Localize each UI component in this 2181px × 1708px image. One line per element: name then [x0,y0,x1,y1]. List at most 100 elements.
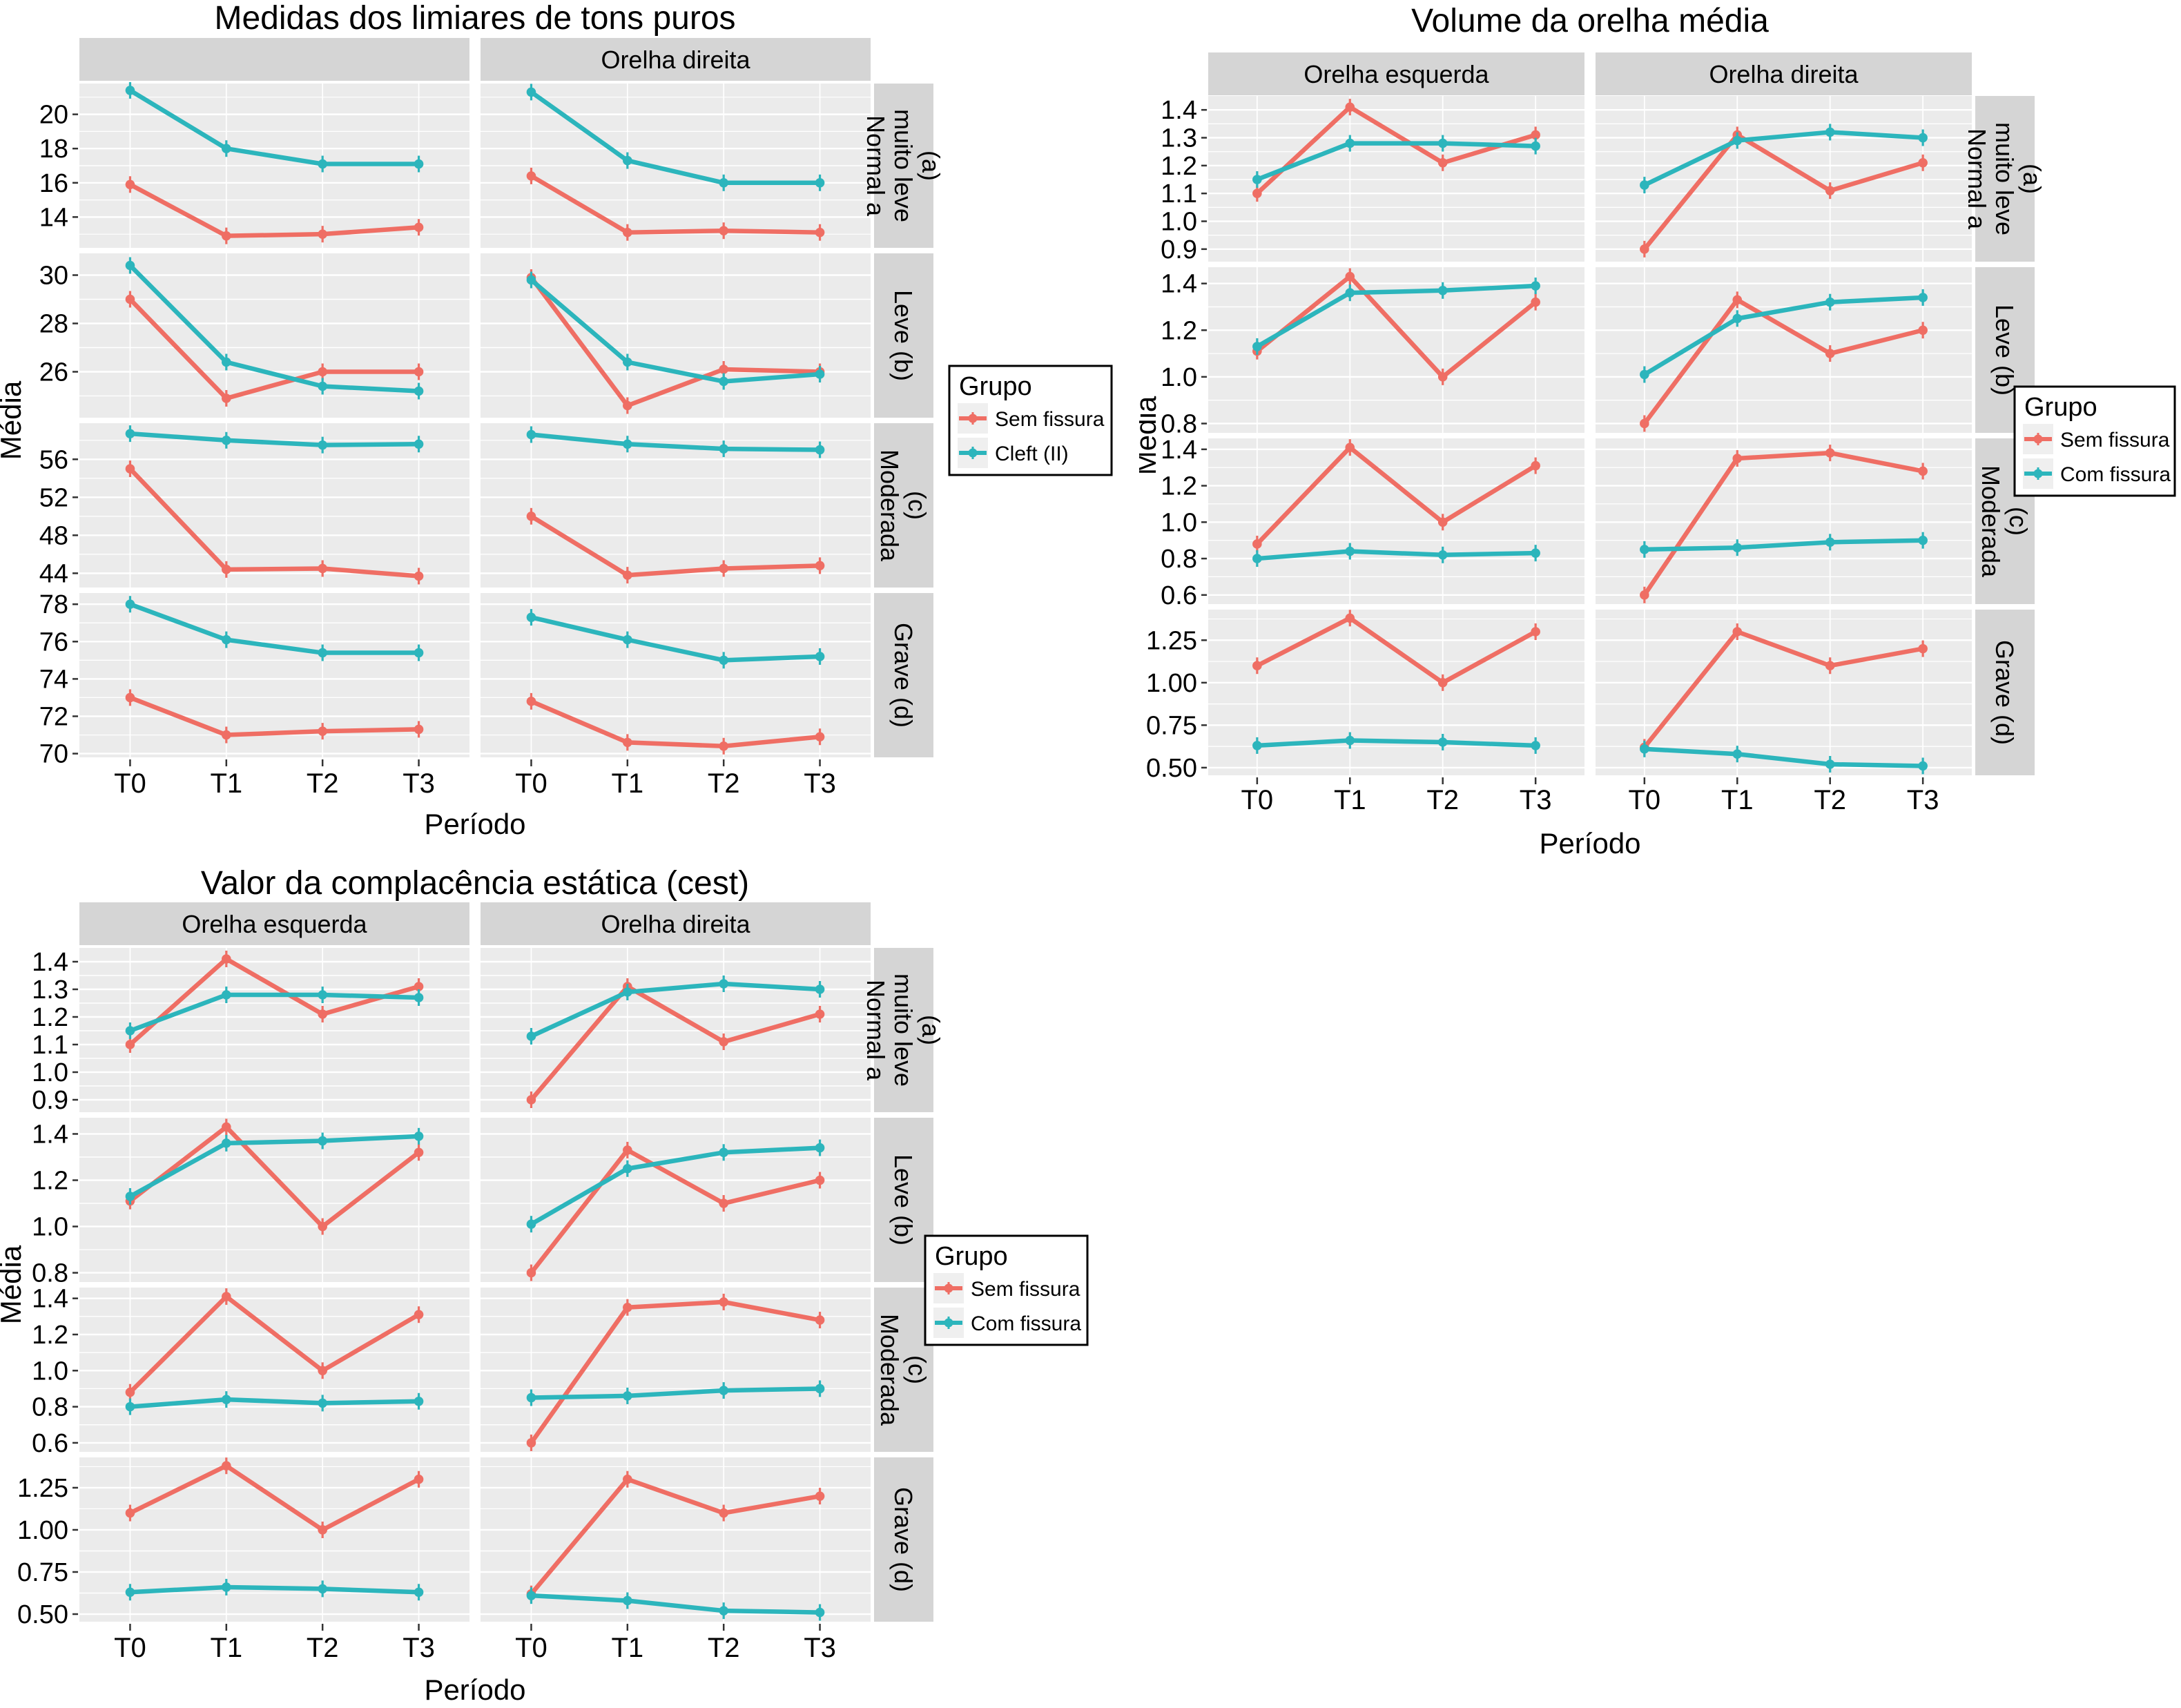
x-axis-title: Período [424,1673,525,1706]
series-line [529,275,822,408]
row-strip-label: Moderada(c) [875,1314,931,1426]
point-marker [1732,313,1743,324]
series-line [1642,295,1926,377]
y-tick-label: 1.00 [1146,669,1197,698]
point-marker [318,1221,327,1232]
series-cleft-ii- [526,609,825,669]
legend-item-label: Cleft (II) [995,443,1069,465]
x-tick-label: T2 [307,1633,339,1663]
series-sem-fissura [125,176,424,244]
point-marker [719,1508,728,1518]
point-marker [1345,613,1355,623]
panel [481,1288,871,1452]
point-marker [623,1163,632,1174]
y-tick-label: 1.2 [1161,472,1197,501]
point-marker [125,86,135,95]
series-com-fissura [526,976,825,1045]
gridlines [1596,438,1972,604]
y-tick-label: 72 [39,703,68,732]
point-marker [623,634,632,645]
point-marker [414,1147,424,1158]
point-marker [623,155,632,166]
x-axis-title: Período [424,808,525,840]
y-tick-label: 78 [39,590,68,619]
y-tick-label: 14 [39,203,68,232]
point-marker [125,1401,135,1412]
point-marker [1531,297,1540,307]
series-line [529,173,822,235]
series-line [1254,283,1538,349]
y-tick-label: 0.75 [1146,711,1197,740]
legend-item-label: Sem fissura [971,1278,1080,1301]
point-marker [623,1474,632,1484]
point-marker [222,634,231,645]
panel [481,253,871,418]
panel [79,1288,469,1452]
point-marker [414,1396,424,1406]
y-tick-label: 1.0 [32,1213,68,1242]
series-line [128,1125,421,1229]
point-marker [222,394,231,403]
y-tick-label: 52 [39,483,68,512]
row-strip [874,423,933,588]
x-tick-label: T1 [210,1633,242,1663]
point-marker [125,1192,135,1201]
point-marker [815,369,825,379]
series-sem-fissura [526,507,825,584]
point-marker [125,1587,135,1598]
col-strip [481,902,871,945]
col-strip-label: Orelha esquerda [1303,60,1489,88]
series-line [128,992,421,1033]
point-marker [318,1584,327,1594]
point-marker [526,1392,536,1403]
y-tick-label: 48 [39,521,68,550]
y-tick-label: 0.50 [17,1600,68,1629]
series-line [1254,104,1538,196]
x-tick-label: T0 [1629,785,1661,815]
y-tick-label: 1.0 [1161,508,1197,537]
y-tick-label: 0.50 [1146,754,1197,783]
y-tick-label: 1.2 [1161,152,1197,181]
y-tick-label: 0.8 [32,1259,68,1288]
series-com-fissura [526,1587,825,1621]
row-strip [874,84,933,248]
series-cleft-ii- [526,271,825,390]
point-marker [125,692,135,703]
point-marker [1825,448,1835,458]
point-marker [1825,537,1835,547]
y-tick-label: 1.4 [32,1285,68,1314]
panel [481,1118,871,1282]
series-com-fissura [125,987,424,1039]
point-marker [414,439,424,449]
point-marker [222,990,231,1000]
point-marker [222,144,231,154]
point-marker [222,1582,231,1592]
point-marker [222,1395,231,1404]
y-tick-label: 1.4 [32,1120,68,1149]
series-sem-fissura [125,1457,424,1538]
point-marker [1640,590,1649,600]
point-marker [1252,539,1262,549]
point-marker [1918,761,1928,771]
point-marker [815,445,825,455]
y-tick-label: 0.75 [17,1558,68,1587]
point-marker [815,177,825,188]
series-sem-fissura [1252,610,1540,691]
point-marker [1531,281,1540,291]
x-axis-title: Período [1539,827,1640,860]
point-marker [414,982,424,991]
gridlines [481,1118,871,1282]
series-sem-fissura [1640,126,1928,258]
series-line [128,297,421,401]
point-marker [1918,293,1928,302]
y-axis-title: Média [0,1245,27,1324]
point-marker [1640,744,1649,754]
row-strip-label: Grave (d) [889,1487,918,1592]
point-marker [222,1138,231,1148]
series-line [1254,549,1538,561]
point-marker [414,571,424,581]
col-strip [1596,52,1972,95]
y-tick-label: 1.4 [1161,270,1197,299]
row-strip-label: Grave (d) [1990,640,2019,745]
row-strip [1975,96,2035,262]
